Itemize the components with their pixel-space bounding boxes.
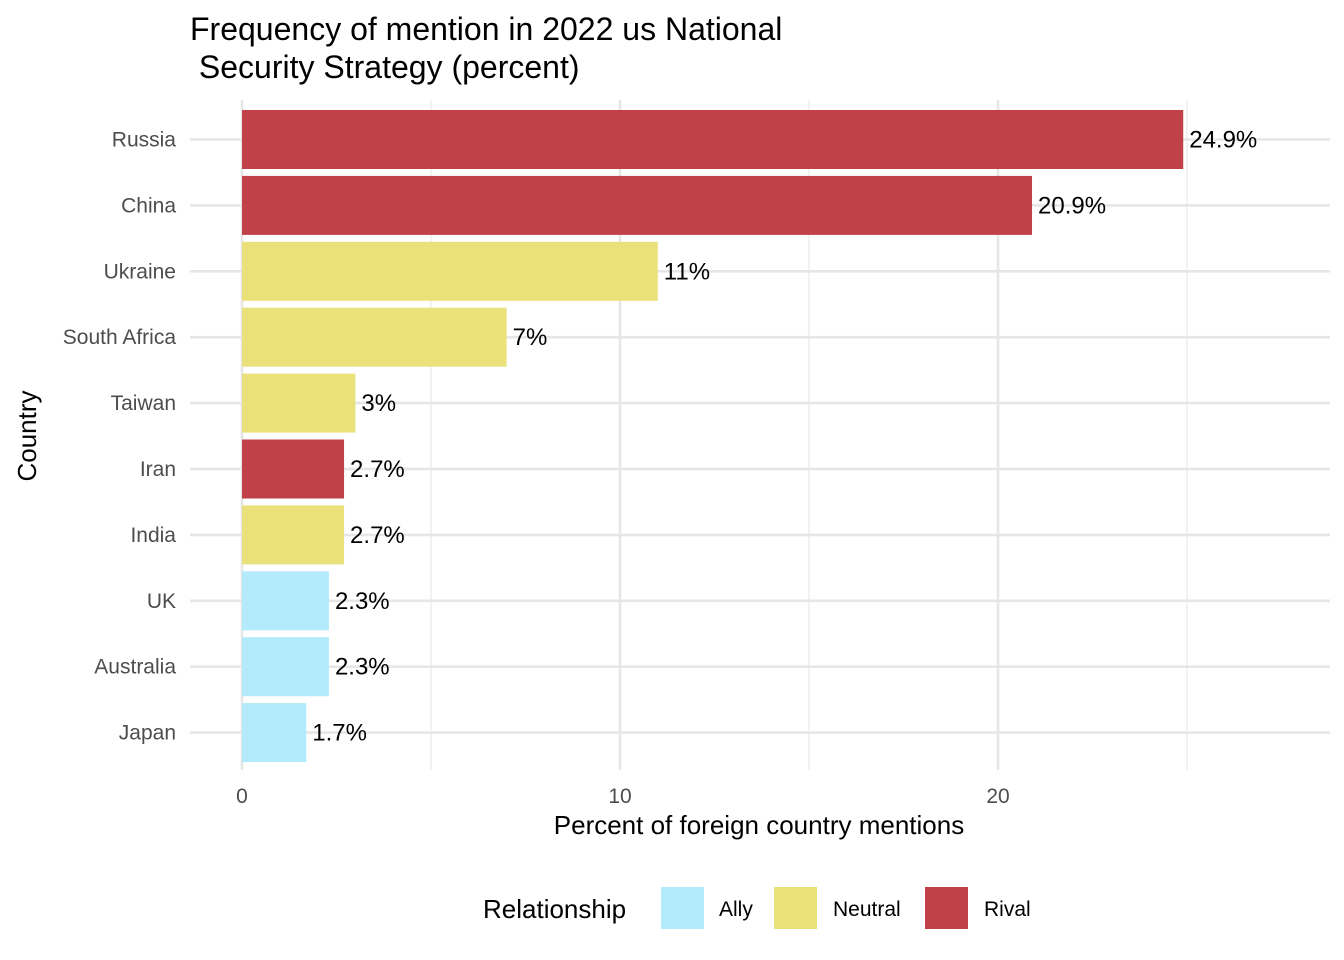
y-tick-label: China xyxy=(121,194,176,217)
data-label: 3% xyxy=(361,390,396,417)
x-tick-label: 10 xyxy=(608,785,631,808)
data-label: 20.9% xyxy=(1038,192,1106,219)
data-label: 24.9% xyxy=(1189,127,1257,154)
bar-iran xyxy=(242,439,345,499)
bar-india xyxy=(242,505,345,565)
bar-ukraine xyxy=(242,241,658,301)
data-label: 2.3% xyxy=(335,588,390,615)
bar-australia xyxy=(242,637,329,697)
y-tick-label: UK xyxy=(147,590,176,613)
legend-swatch-rival xyxy=(925,887,968,929)
bar-china xyxy=(242,175,1033,235)
data-label: 2.7% xyxy=(350,522,405,549)
y-tick-label: Ukraine xyxy=(104,260,176,283)
chart-title-line-2: Security Strategy (percent) xyxy=(190,49,579,85)
data-label: 2.7% xyxy=(350,456,405,483)
x-tick-label: 0 xyxy=(236,785,248,808)
bar-taiwan xyxy=(242,373,356,433)
y-tick-label: Iran xyxy=(140,458,176,481)
y-tick-label: Taiwan xyxy=(111,392,176,415)
chart-title-line-1: Frequency of mention in 2022 us National xyxy=(190,11,782,47)
legend-label-rival: Rival xyxy=(984,898,1031,921)
x-tick-label: 20 xyxy=(986,785,1009,808)
legend-label-ally: Ally xyxy=(719,898,753,921)
data-labels: 24.9% 20.9% 11% 7% 3% 2.7% 2.7% 2.3% 2.3% 1.7% xyxy=(312,127,1257,747)
y-tick-labels: Russia China Ukraine South Africa Taiwan Iran… xyxy=(63,129,177,745)
x-axis-title: Percent of foreign country mentions xyxy=(554,810,964,840)
data-label: 11% xyxy=(664,258,710,285)
legend-label-neutral: Neutral xyxy=(833,898,901,921)
x-tick-labels: 0 10 20 xyxy=(236,785,1010,808)
bar-russia xyxy=(242,110,1184,169)
y-tick-label: Australia xyxy=(94,656,176,679)
data-label: 1.7% xyxy=(312,720,367,747)
data-label: 2.3% xyxy=(335,654,390,681)
bar-south-africa xyxy=(242,307,507,367)
y-tick-label: India xyxy=(130,524,176,547)
bars xyxy=(242,110,1184,763)
bar-japan xyxy=(242,703,307,763)
legend-swatch-neutral xyxy=(774,887,817,929)
data-label: 7% xyxy=(513,324,548,351)
y-tick-label: Russia xyxy=(112,129,177,152)
legend: Relationship Ally Neutral Rival xyxy=(483,887,1031,929)
legend-swatch-ally xyxy=(661,887,704,929)
bar-uk xyxy=(242,571,329,631)
y-tick-label: South Africa xyxy=(63,326,177,349)
legend-title: Relationship xyxy=(483,894,626,924)
y-tick-label: Japan xyxy=(119,722,176,745)
y-axis-title: Country xyxy=(12,390,42,481)
